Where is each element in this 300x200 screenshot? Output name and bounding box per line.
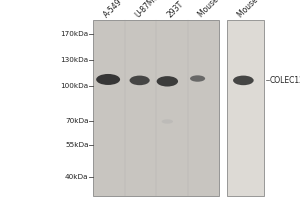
Text: 55kDa: 55kDa (65, 142, 88, 148)
Text: 170kDa: 170kDa (60, 31, 88, 37)
Ellipse shape (162, 119, 173, 124)
Ellipse shape (130, 76, 150, 85)
Ellipse shape (190, 75, 205, 82)
Text: Mouse liver: Mouse liver (236, 0, 273, 19)
Text: A-549: A-549 (102, 0, 125, 19)
Text: COLEC12: COLEC12 (270, 76, 300, 85)
Text: Mouse lung: Mouse lung (197, 0, 234, 19)
Ellipse shape (233, 76, 254, 85)
Bar (93, 20, 219, 196)
Text: 40kDa: 40kDa (65, 174, 88, 180)
Text: U-87MG: U-87MG (134, 0, 162, 19)
Text: 100kDa: 100kDa (60, 83, 88, 89)
Ellipse shape (157, 76, 178, 87)
Text: 130kDa: 130kDa (60, 57, 88, 63)
Ellipse shape (96, 74, 120, 85)
Text: 293T: 293T (165, 0, 185, 19)
Bar (226, 20, 264, 196)
Text: 70kDa: 70kDa (65, 118, 88, 124)
